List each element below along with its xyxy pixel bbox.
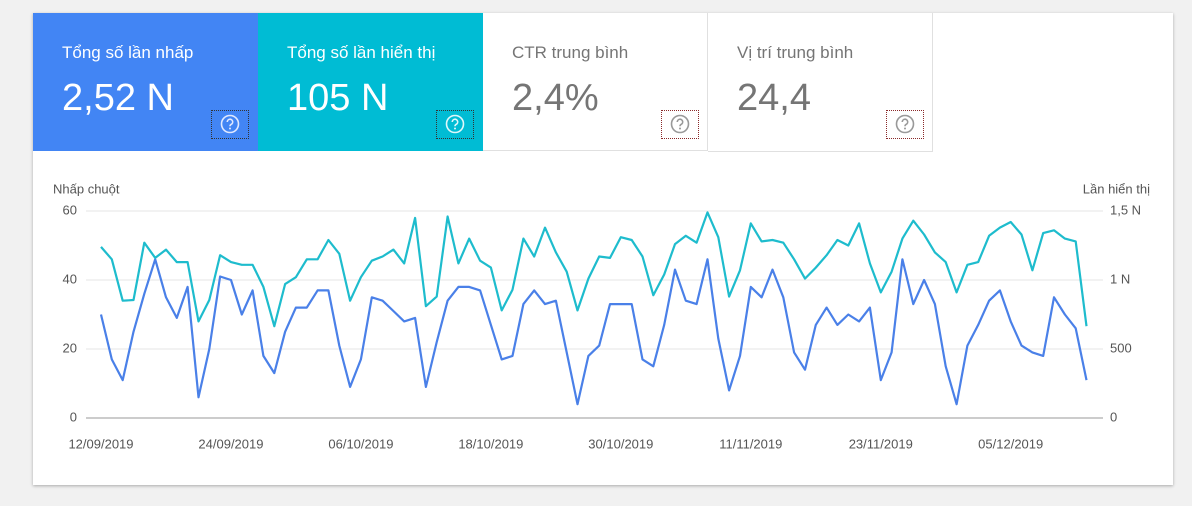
y2-tick-label: 1 N (1110, 271, 1130, 286)
metric-card[interactable]: Vị trí trung bình 24,4 (708, 13, 933, 152)
metric-card[interactable]: CTR trung bình 2,4% (483, 13, 708, 151)
chart: Nhấp chuột Lần hiển thị 0 20 40 60 0 500 1 N 1,… (53, 181, 1150, 451)
x-tick-label: 06/10/2019 (328, 436, 393, 451)
metric-card[interactable]: Tổng số lần nhấp 2,52 N (33, 13, 258, 151)
x-tick-label: 11/11/2019 (719, 436, 782, 451)
y-axis-title: Nhấp chuột (53, 181, 120, 196)
y2-tick-label: 0 (1110, 409, 1117, 424)
help-icon[interactable] (436, 110, 474, 139)
performance-panel: Tổng số lần nhấp 2,52 N Tổng số lần hiển… (33, 13, 1173, 485)
y-tick-label: 20 (63, 340, 77, 355)
card-value: 2,4% (512, 77, 599, 119)
card-title: CTR trung bình (512, 43, 629, 62)
help-icon[interactable] (661, 110, 699, 139)
card-value: 105 N (287, 77, 389, 119)
series-line (100, 211, 1088, 328)
x-tick-label: 12/09/2019 (68, 436, 133, 451)
x-tick-label: 23/11/2019 (849, 436, 913, 451)
card-value: 24,4 (737, 77, 811, 119)
x-tick-label: 30/10/2019 (588, 436, 653, 451)
metric-card[interactable]: Tổng số lần hiển thị 105 N (258, 13, 483, 151)
y2-tick-label: 1,5 N (1110, 202, 1141, 217)
x-tick-label: 05/12/2019 (978, 436, 1043, 451)
x-tick-label: 24/09/2019 (198, 436, 263, 451)
card-title: Tổng số lần nhấp (62, 43, 194, 62)
y-tick-label: 40 (63, 271, 77, 286)
card-title: Tổng số lần hiển thị (287, 43, 436, 62)
help-icon[interactable] (886, 110, 924, 139)
y-tick-label: 60 (63, 202, 77, 217)
card-value: 2,52 N (62, 77, 174, 119)
y2-axis-title: Lần hiển thị (1083, 181, 1150, 196)
y-tick-label: 0 (70, 409, 77, 424)
card-title: Vị trí trung bình (737, 43, 854, 62)
x-tick-label: 18/10/2019 (458, 436, 523, 451)
series-line (99, 258, 1088, 406)
help-icon[interactable] (211, 110, 249, 139)
y2-tick-label: 500 (1110, 340, 1132, 355)
